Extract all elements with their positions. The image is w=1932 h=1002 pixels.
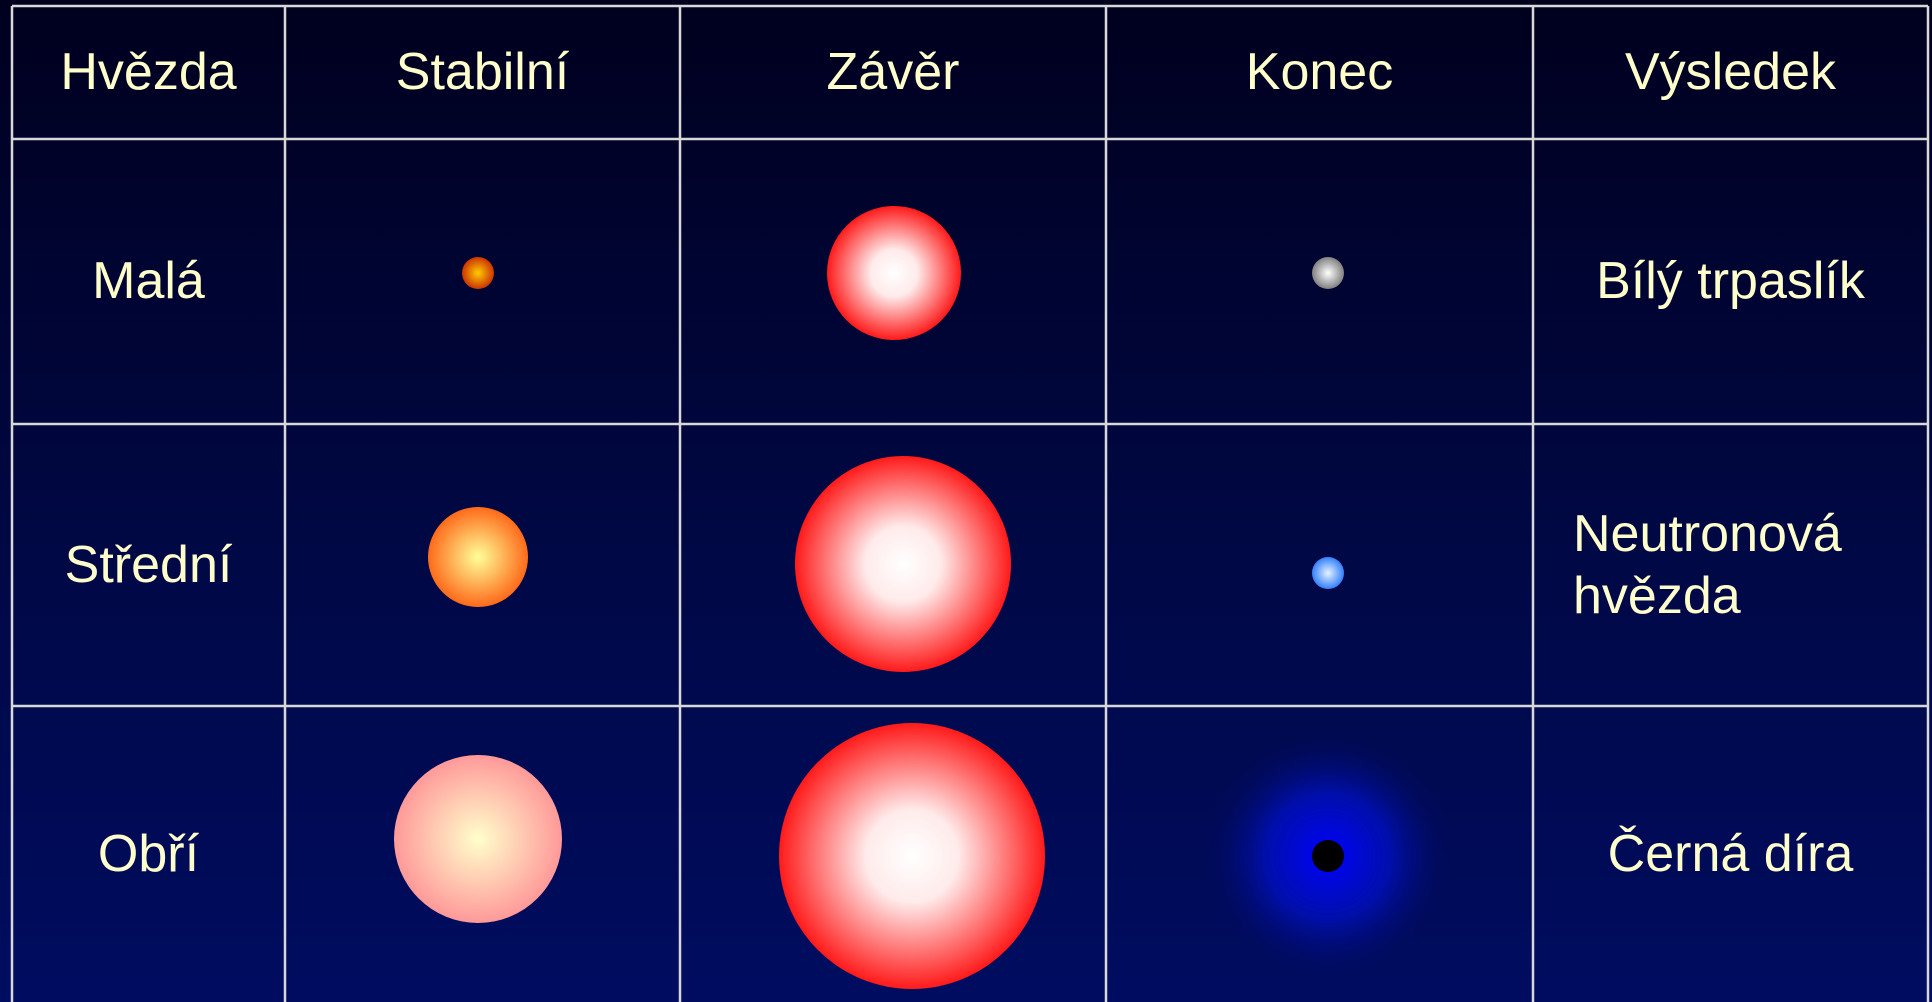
- star-icon: [779, 723, 1045, 989]
- result-cell: Neutronová hvězda: [1573, 504, 1842, 625]
- row-label: Střední: [64, 535, 233, 594]
- header-cell: Výsledek: [1625, 43, 1836, 102]
- header-cell: Závěr: [826, 43, 960, 102]
- header-cell: Stabilní: [395, 43, 570, 102]
- header-cell: Hvězda: [60, 43, 237, 102]
- star-icon: [1312, 257, 1344, 289]
- star-icon: [428, 507, 528, 607]
- row-label: Malá: [92, 252, 205, 311]
- star-icon: [394, 755, 562, 923]
- row-label: Obří: [97, 824, 200, 883]
- header-cell: Konec: [1245, 43, 1394, 102]
- grid-lines: [10, 4, 1930, 1002]
- result-cell: Bílý trpaslík: [1596, 252, 1865, 311]
- star-icon: [827, 206, 961, 340]
- black-hole: [1312, 840, 1344, 872]
- star-icon: [1312, 557, 1344, 589]
- star-icon: [795, 456, 1011, 672]
- star-icon: [462, 257, 494, 289]
- result-cell: Černá díra: [1607, 824, 1854, 883]
